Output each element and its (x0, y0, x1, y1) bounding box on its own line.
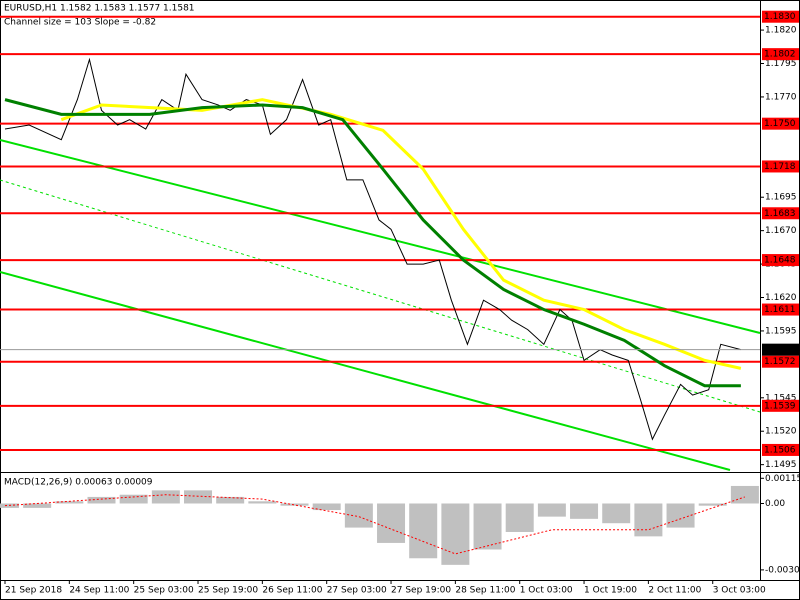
macd-bar (119, 494, 148, 504)
level-label: 1.1611 (764, 305, 796, 315)
x-tick-label: 21 Sep 2018 (5, 586, 62, 596)
macd-title: MACD(12,26,9) 0.00063 0.00009 (4, 478, 153, 488)
level-label: 1.1802 (764, 50, 796, 60)
y-tick-label: 0.00115 (765, 474, 800, 484)
y-tick-label: 1.1520 (765, 427, 797, 437)
macd-bar (537, 503, 566, 517)
channel-mid (0, 179, 761, 413)
x-tick-label: 1 Oct 03:00 (520, 586, 573, 596)
level-label-box (762, 355, 799, 368)
chart-title: EURUSD,H1 1.1582 1.1583 1.1577 1.1581 (4, 4, 195, 14)
macd-bar (698, 503, 727, 506)
x-tick-label: 28 Sep 11:00 (455, 586, 515, 596)
macd-bar (87, 496, 116, 504)
level-label: 1.1539 (764, 401, 796, 411)
level-label-box (762, 443, 799, 456)
last-price-label: 1.1581 (764, 345, 796, 355)
level-label-box (762, 117, 799, 130)
x-tick-label: 2 Oct 11:00 (648, 586, 701, 596)
level-label: 1.1506 (764, 445, 796, 455)
x-tick-label: 25 Sep 03:00 (134, 586, 194, 596)
macd-bar (409, 503, 438, 559)
chart-subtitle: Channel size = 103 Slope = -0.82 (4, 18, 156, 28)
macd-bar (377, 503, 406, 543)
macd-bar (505, 503, 534, 532)
macd-bar (441, 503, 470, 565)
y-tick-label: 1.1620 (765, 293, 797, 303)
macd-bar (312, 503, 341, 511)
macd-bar (570, 503, 599, 519)
level-label: 1.1648 (764, 256, 796, 266)
macd-bar (344, 503, 373, 528)
x-tick-label: 27 Sep 19:00 (391, 586, 451, 596)
level-label-box (762, 254, 799, 267)
level-label: 1.1750 (764, 119, 796, 129)
x-tick-label: 1 Oct 19:00 (584, 586, 637, 596)
x-tick-label: 27 Sep 03:00 (327, 586, 387, 596)
y-tick-label: 0.00 (765, 499, 785, 509)
level-label-box (762, 399, 799, 412)
price-line (4, 98, 741, 388)
price-line (4, 57, 742, 441)
macd-bar (23, 503, 52, 508)
level-label-box (762, 160, 799, 173)
x-tick-label: 26 Sep 11:00 (262, 586, 322, 596)
y-tick-label: 1.1495 (765, 460, 797, 470)
y-tick-label: 1.1670 (765, 226, 797, 236)
level-label: 1.1683 (764, 209, 796, 219)
level-label-box (762, 48, 799, 61)
last-price-box (762, 343, 799, 356)
x-tick-label: 25 Sep 19:00 (198, 586, 258, 596)
macd-bar (602, 503, 631, 524)
level-label: 1.1830 (764, 12, 796, 22)
level-label-box (762, 303, 799, 316)
y-tick-label: 1.1795 (765, 59, 797, 69)
x-tick-label: 24 Sep 11:00 (69, 586, 129, 596)
level-label: 1.1718 (764, 162, 796, 172)
macd-bar (280, 503, 309, 506)
x-tick-label: 3 Oct 03:00 (713, 586, 766, 596)
macd-bar (730, 485, 759, 504)
macd-bar (151, 490, 180, 504)
y-tick-label: 1.1770 (765, 92, 797, 102)
macd-bar (216, 496, 245, 504)
channel-line (0, 271, 731, 471)
macd-bar (473, 503, 502, 550)
y-tick-label: 1.1595 (765, 326, 797, 336)
level-label-box (762, 207, 799, 220)
macd-bar (248, 501, 277, 504)
level-label: 1.1572 (764, 357, 796, 367)
y-tick-label: 1.1820 (765, 26, 797, 36)
level-label-box (762, 10, 799, 23)
macd-bar (634, 503, 663, 537)
macd-bar (184, 490, 213, 504)
y-tick-label: 1.1545 (765, 393, 797, 403)
signal-line (4, 494, 746, 555)
macd-bar (55, 501, 84, 504)
channel-line (0, 139, 761, 334)
y-tick-label: -0.00303 (765, 565, 800, 575)
y-tick-label: 1.1695 (765, 193, 797, 203)
macd-bar (666, 503, 695, 528)
